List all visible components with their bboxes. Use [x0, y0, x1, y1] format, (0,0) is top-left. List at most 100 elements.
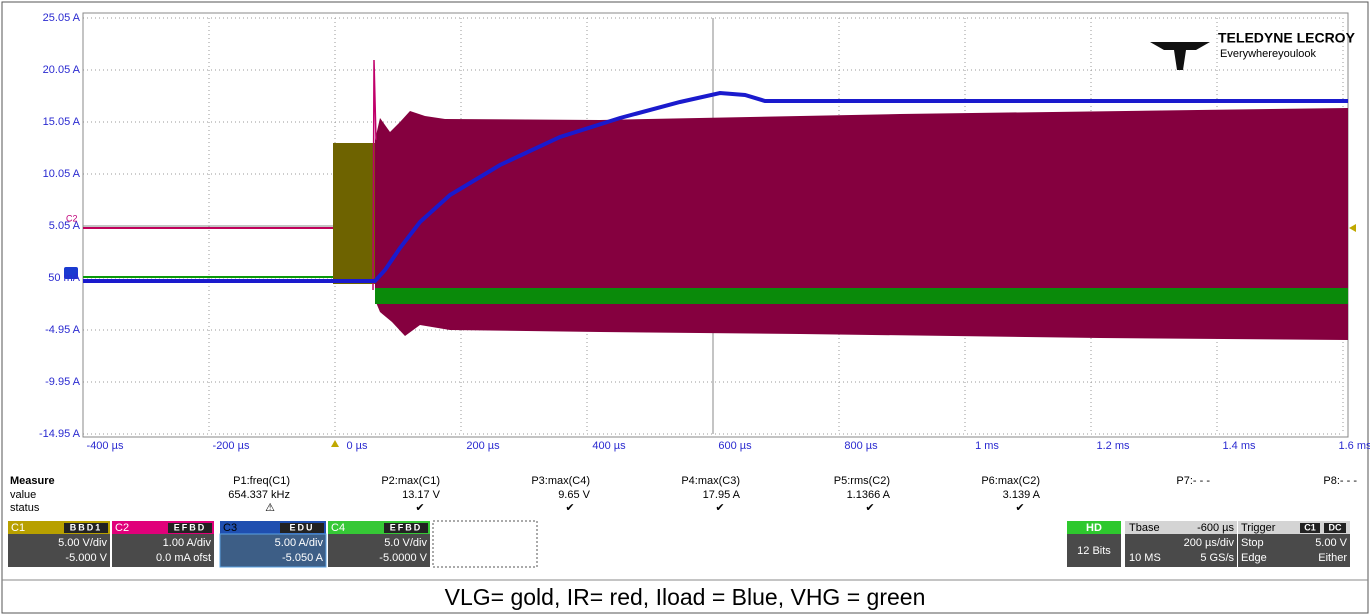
tbase-title: Tbase: [1129, 522, 1160, 534]
param-status: ⚠: [265, 502, 275, 514]
channel-body: [112, 534, 214, 567]
param-name: P1:freq(C1): [233, 475, 290, 487]
trigger-title: Trigger: [1241, 522, 1276, 534]
trigger-marker: [331, 440, 339, 447]
x-label: 600 µs: [718, 440, 752, 452]
channel-name: C2: [115, 522, 129, 534]
trigger-level-marker: [1349, 224, 1356, 232]
channel-body: [328, 534, 430, 567]
x-label: 800 µs: [844, 440, 878, 452]
tbase-scale: 200 µs/div: [1184, 537, 1235, 549]
tbase-header: [1125, 521, 1237, 534]
caption: VLG= gold, IR= red, Iload = Blue, VHG = …: [445, 584, 926, 610]
trigger-badge: [1324, 523, 1346, 533]
channel-badge-text: EFBD: [390, 522, 423, 532]
c3-marker: [64, 267, 78, 279]
trigger-badge-text: DC: [1329, 522, 1342, 532]
param-name: P2:max(C1): [381, 475, 440, 487]
x-label: -200 µs: [213, 440, 250, 452]
channel-scale: 1.00 A/div: [163, 537, 212, 549]
logo-mark: [1150, 42, 1210, 70]
trigger-level: 5.00 V: [1315, 537, 1347, 549]
trigger-body: [1238, 534, 1350, 567]
trigger-mode: Stop: [1241, 537, 1264, 549]
channel-badge: [280, 523, 324, 533]
c2-envelope: [375, 108, 1348, 340]
status-label: status: [10, 502, 40, 514]
hd-bits: 12 Bits: [1077, 545, 1111, 557]
param-status: ✔: [415, 502, 424, 514]
x-label: 1.4 ms: [1222, 440, 1256, 452]
channel-badge: [384, 523, 428, 533]
x-label: 1 ms: [975, 440, 999, 452]
hd-body: [1067, 534, 1121, 567]
hd-title: HD: [1086, 522, 1102, 534]
channel-offset: -5.000 V: [65, 552, 107, 564]
channel-body: [219, 533, 327, 568]
tbase-body: [1125, 534, 1237, 567]
tbase-delay: -600 µs: [1197, 522, 1234, 534]
y-label: 10.05 A: [43, 168, 81, 180]
channel-offset: -5.0000 V: [379, 552, 427, 564]
param-status: ✔: [865, 502, 874, 514]
channel-name: C3: [223, 522, 237, 534]
param-status: ✔: [1015, 502, 1024, 514]
logo-brand: TELEDYNE LECROY: [1218, 30, 1356, 46]
x-label: -400 µs: [87, 440, 124, 452]
channel-name: C1: [11, 522, 25, 534]
hd-header: [1067, 521, 1121, 534]
param-name: P3:max(C4): [531, 475, 590, 487]
param-name: P6:max(C2): [981, 475, 1040, 487]
trigger-badge-text: C1: [1304, 522, 1316, 532]
y-label: -14.95 A: [39, 428, 81, 440]
channel-badge: [168, 523, 212, 533]
y-label: 20.05 A: [43, 64, 81, 76]
c3-waveform: [83, 90, 1348, 283]
c2-marker-label: C2: [66, 213, 78, 223]
param-status: ✔: [715, 502, 724, 514]
channel-badge-text: EFBD: [174, 522, 207, 532]
channel-offset: -5.050 A: [282, 552, 324, 564]
value-label: value: [10, 489, 36, 501]
param-value: 17.95 A: [703, 489, 741, 501]
param-name: P7:- - -: [1176, 475, 1210, 487]
c2-spike: [372, 59, 377, 291]
channel-badge-text: BBD1: [70, 522, 103, 532]
param-value: 1.1366 A: [847, 489, 891, 501]
param-status: ✔: [565, 502, 574, 514]
y-label: -4.95 A: [45, 324, 81, 336]
channel-name: C4: [331, 522, 345, 534]
param-name: P4:max(C3): [681, 475, 740, 487]
y-label: 5.05 A: [49, 220, 81, 232]
trigger-header: [1238, 521, 1350, 534]
tbase-points: 10 MS: [1129, 552, 1161, 564]
x-label: 1.6 ms: [1338, 440, 1370, 452]
channel-body: [8, 534, 110, 567]
logo-tagline: Everywhereyoulook: [1220, 48, 1316, 60]
param-value: 13.17 V: [402, 489, 441, 501]
empty-slot: [432, 520, 538, 568]
param-value: 3.139 A: [1003, 489, 1041, 501]
c4-band: [375, 288, 1348, 304]
param-name: P5:rms(C2): [834, 475, 890, 487]
x-label: 400 µs: [592, 440, 626, 452]
param-name: P8:- - -: [1323, 475, 1357, 487]
trigger-type: Edge: [1241, 552, 1267, 564]
y-label: 15.05 A: [43, 116, 81, 128]
channel-scale: 5.00 V/div: [58, 537, 107, 549]
trigger-slope: Either: [1318, 552, 1347, 564]
channel-offset: 0.0 mA ofst: [156, 552, 211, 564]
measure-header: Measure: [10, 475, 55, 487]
channel-panel: C1 BBD1 5.00 V/div -5.000 V C2 EFBD 1.00 A/div…: [8, 520, 538, 568]
y-label: 25.05 A: [43, 12, 81, 24]
channel-scale: 5.0 V/div: [384, 537, 427, 549]
channel-badge: [64, 523, 108, 533]
x-label: 1.2 ms: [1096, 440, 1130, 452]
param-value: 9.65 V: [558, 489, 590, 501]
param-value: 654.337 kHz: [228, 489, 290, 501]
y-label: 50 mA: [48, 272, 80, 284]
channel-scale: 5.00 A/div: [275, 537, 324, 549]
trigger-badge: [1300, 523, 1320, 533]
